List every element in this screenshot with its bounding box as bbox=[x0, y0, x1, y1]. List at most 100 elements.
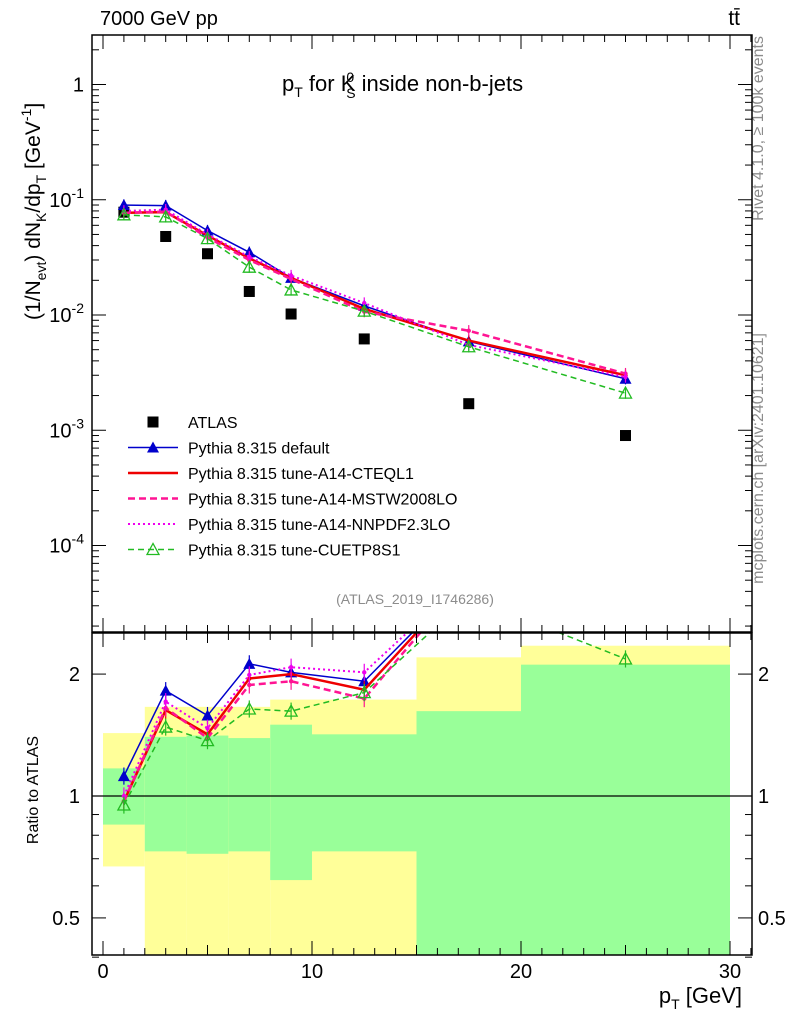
ratio-point-pythia-8-315-tune-a14-cteql1 bbox=[623, 584, 627, 588]
band-green bbox=[270, 724, 312, 881]
band-green bbox=[521, 664, 730, 955]
ratio-point-pythia-8-315-tune-a14-nnpdf2-3lo bbox=[623, 589, 627, 593]
ratio-point-pythia-8-315-tune-a14-cteql1 bbox=[467, 573, 471, 577]
legend-label-pythia-8-315-tune-a14-nnpdf2-3lo: Pythia 8.315 tune-A14-NNPDF2.3LO bbox=[188, 517, 450, 534]
ratio-ytick-label-left: 2 bbox=[69, 664, 80, 686]
main-title: pT for K0 S inside non-b-jets bbox=[282, 69, 523, 101]
ratio-point-pythia-8-315-tune-cuetp8s1 bbox=[284, 703, 299, 717]
main-point-pythia-8-315-tune-a14-nnpdf2-3lo bbox=[247, 254, 252, 259]
main-point-pythia-8-315-tune-cuetp8s1 bbox=[618, 385, 633, 399]
ratio-point-pythia-8-315-default bbox=[201, 709, 214, 721]
main-point-pythia-8-315-tune-cuetp8s1 bbox=[242, 259, 257, 273]
ratio-ytick-label-left: 0.5 bbox=[52, 908, 80, 930]
ratio-point-pythia-8-315-tune-cuetp8s1 bbox=[116, 797, 131, 811]
ratio-point-pythia-8-315-tune-cuetp8s1 bbox=[200, 733, 215, 747]
main-point-atlas bbox=[160, 230, 172, 242]
main-point-atlas bbox=[620, 430, 631, 442]
ratio-point-pythia-8-315-default bbox=[117, 770, 130, 782]
band-green bbox=[186, 735, 229, 854]
legend: ATLAS Pythia 8.315 default Pythia 8.315 tu… bbox=[128, 415, 457, 560]
legend-label-pythia-8-315-tune-cuetp8s1: Pythia 8.315 tune-CUETP8S1 bbox=[188, 543, 401, 560]
x-axis-label: pT [GeV] bbox=[659, 983, 742, 1012]
ratio-bands bbox=[103, 645, 730, 955]
legend-label-pythia-8-315-tune-a14-mstw2008lo: Pythia 8.315 tune-A14-MSTW2008LO bbox=[188, 492, 457, 509]
ratio-point-pythia-8-315-tune-a14-nnpdf2-3lo bbox=[288, 664, 294, 670]
ratio-ylabel: Ratio to ATLAS bbox=[25, 736, 42, 844]
band-green bbox=[312, 734, 417, 852]
ratio-panel bbox=[92, 570, 752, 814]
ratio-axes: 0.5 0.51 12 20 10 20 30 bbox=[52, 633, 786, 983]
ratio-point-pythia-8-315-tune-a14-nnpdf2-3lo bbox=[467, 573, 471, 577]
main-point-pythia-8-315-tune-cuetp8s1 bbox=[116, 207, 131, 221]
main-series-pythia-8-315-tune-a14-nnpdf2-3lo bbox=[123, 208, 626, 378]
ratio-xtick-label: 0 bbox=[97, 961, 108, 983]
main-series-pythia-8-315-tune-cuetp8s1 bbox=[123, 214, 626, 394]
ratio-xtick-label: 20 bbox=[510, 961, 532, 983]
legend-label-pythia-8-315-tune-a14-cteql1: Pythia 8.315 tune-A14-CTEQL1 bbox=[188, 466, 414, 483]
main-series-pythia-8-315-tune-a14-cteql1 bbox=[123, 210, 626, 377]
main-point-pythia-8-315-tune-a14-nnpdf2-3lo bbox=[362, 300, 367, 306]
ratio-point-pythia-8-315-tune-cuetp8s1 bbox=[618, 651, 633, 665]
main-ytick-label: 10-2 bbox=[49, 300, 84, 327]
legend-marker-pythia-8-315-default bbox=[147, 441, 159, 453]
ratio-point-pythia-8-315-tune-a14-mstw2008lo bbox=[247, 682, 252, 688]
ratio-series-pythia-8-315-tune-cuetp8s1 bbox=[123, 633, 626, 806]
main-point-pythia-8-315-tune-cuetp8s1 bbox=[284, 282, 299, 296]
main-panel bbox=[116, 199, 633, 442]
band-green bbox=[144, 736, 187, 852]
ratio-point-pythia-8-315-tune-a14-nnpdf2-3lo bbox=[205, 726, 210, 731]
main-point-atlas bbox=[243, 285, 255, 297]
main-ytick-label: 10-3 bbox=[49, 415, 84, 442]
ratio-point-pythia-8-315-tune-a14-nnpdf2-3lo bbox=[247, 672, 252, 678]
ratio-point-pythia-8-315-default bbox=[620, 591, 632, 602]
legend-marker-atlas bbox=[147, 416, 159, 428]
main-ytick-label: 10-4 bbox=[49, 531, 84, 558]
main-axes: 10-4 10-3 10-2 10-1 1 bbox=[49, 35, 752, 632]
legend-label-atlas: ATLAS bbox=[188, 415, 238, 432]
band-green bbox=[416, 711, 521, 955]
main-point-pythia-8-315-tune-a14-nnpdf2-3lo bbox=[623, 374, 628, 380]
main-ytick-label: 1 bbox=[73, 75, 84, 97]
legend-marker-pythia-8-315-tune-cuetp8s1 bbox=[145, 542, 161, 556]
main-point-pythia-8-315-tune-cuetp8s1 bbox=[461, 339, 476, 353]
rivet-label: Rivet 4.1.0, ≥ 100k events bbox=[750, 36, 767, 221]
main-frame bbox=[91, 34, 753, 633]
ratio-point-pythia-8-315-tune-cuetp8s1 bbox=[242, 701, 257, 715]
main-point-atlas bbox=[202, 248, 213, 260]
ratio-point-pythia-8-315-tune-a14-nnpdf2-3lo bbox=[121, 793, 127, 799]
analysis-label: (ATLAS_2019_I1746286) bbox=[336, 591, 494, 607]
ratio-point-pythia-8-315-tune-a14-nnpdf2-3lo bbox=[362, 670, 367, 675]
main-point-pythia-8-315-tune-cuetp8s1 bbox=[200, 231, 215, 245]
ratio-xtick-label: 10 bbox=[301, 961, 323, 983]
main-point-atlas bbox=[463, 398, 475, 410]
ratio-xtick-label: 30 bbox=[719, 961, 741, 983]
ratio-point-pythia-8-315-tune-a14-nnpdf2-3lo bbox=[163, 699, 168, 704]
mcplots-label: mcplots.cern.ch [arXiv:2401.10621] bbox=[750, 333, 767, 584]
ratio-point-pythia-8-315-tune-a14-mstw2008lo bbox=[288, 679, 294, 684]
ratio-point-pythia-8-315-default bbox=[243, 657, 256, 669]
ratio-frame bbox=[91, 632, 753, 956]
ratio-point-pythia-8-315-default bbox=[159, 684, 172, 696]
main-point-atlas bbox=[285, 308, 297, 320]
ratio-ytick-label-right: 0.5 bbox=[758, 908, 786, 930]
main-point-pythia-8-315-tune-a14-nnpdf2-3lo bbox=[288, 273, 294, 278]
band-green bbox=[228, 738, 271, 852]
ratio-point-pythia-8-315-tune-a14-mstw2008lo bbox=[467, 573, 471, 577]
ratio-point-pythia-8-315-tune-cuetp8s1 bbox=[357, 685, 372, 699]
ratio-ytick-label-left: 1 bbox=[69, 786, 80, 808]
main-point-pythia-8-315-tune-cuetp8s1 bbox=[158, 209, 173, 223]
ratio-point-pythia-8-315-default bbox=[463, 570, 475, 581]
ratio-series-pythia-8-315-default bbox=[123, 633, 414, 777]
ratio-ytick-label-right: 2 bbox=[758, 664, 769, 686]
ratio-point-pythia-8-315-tune-cuetp8s1 bbox=[158, 719, 173, 733]
energy-label: 7000 GeV pp bbox=[100, 8, 218, 30]
main-series-pythia-8-315-tune-a14-mstw2008lo bbox=[123, 210, 626, 375]
process-label: tt̄ bbox=[728, 7, 740, 30]
ratio-point-pythia-8-315-tune-a14-mstw2008lo bbox=[623, 579, 627, 583]
ratio-series-pythia-8-315-tune-a14-nnpdf2-3lo bbox=[122, 633, 409, 797]
main-point-pythia-8-315-tune-cuetp8s1 bbox=[357, 303, 372, 317]
ratio-ytick-label-right: 1 bbox=[758, 786, 769, 808]
main-ylabel: (1/Nevt) dNK/dpT [GeV-1] bbox=[18, 103, 49, 320]
main-point-pythia-8-315-tune-a14-mstw2008lo bbox=[466, 328, 471, 333]
